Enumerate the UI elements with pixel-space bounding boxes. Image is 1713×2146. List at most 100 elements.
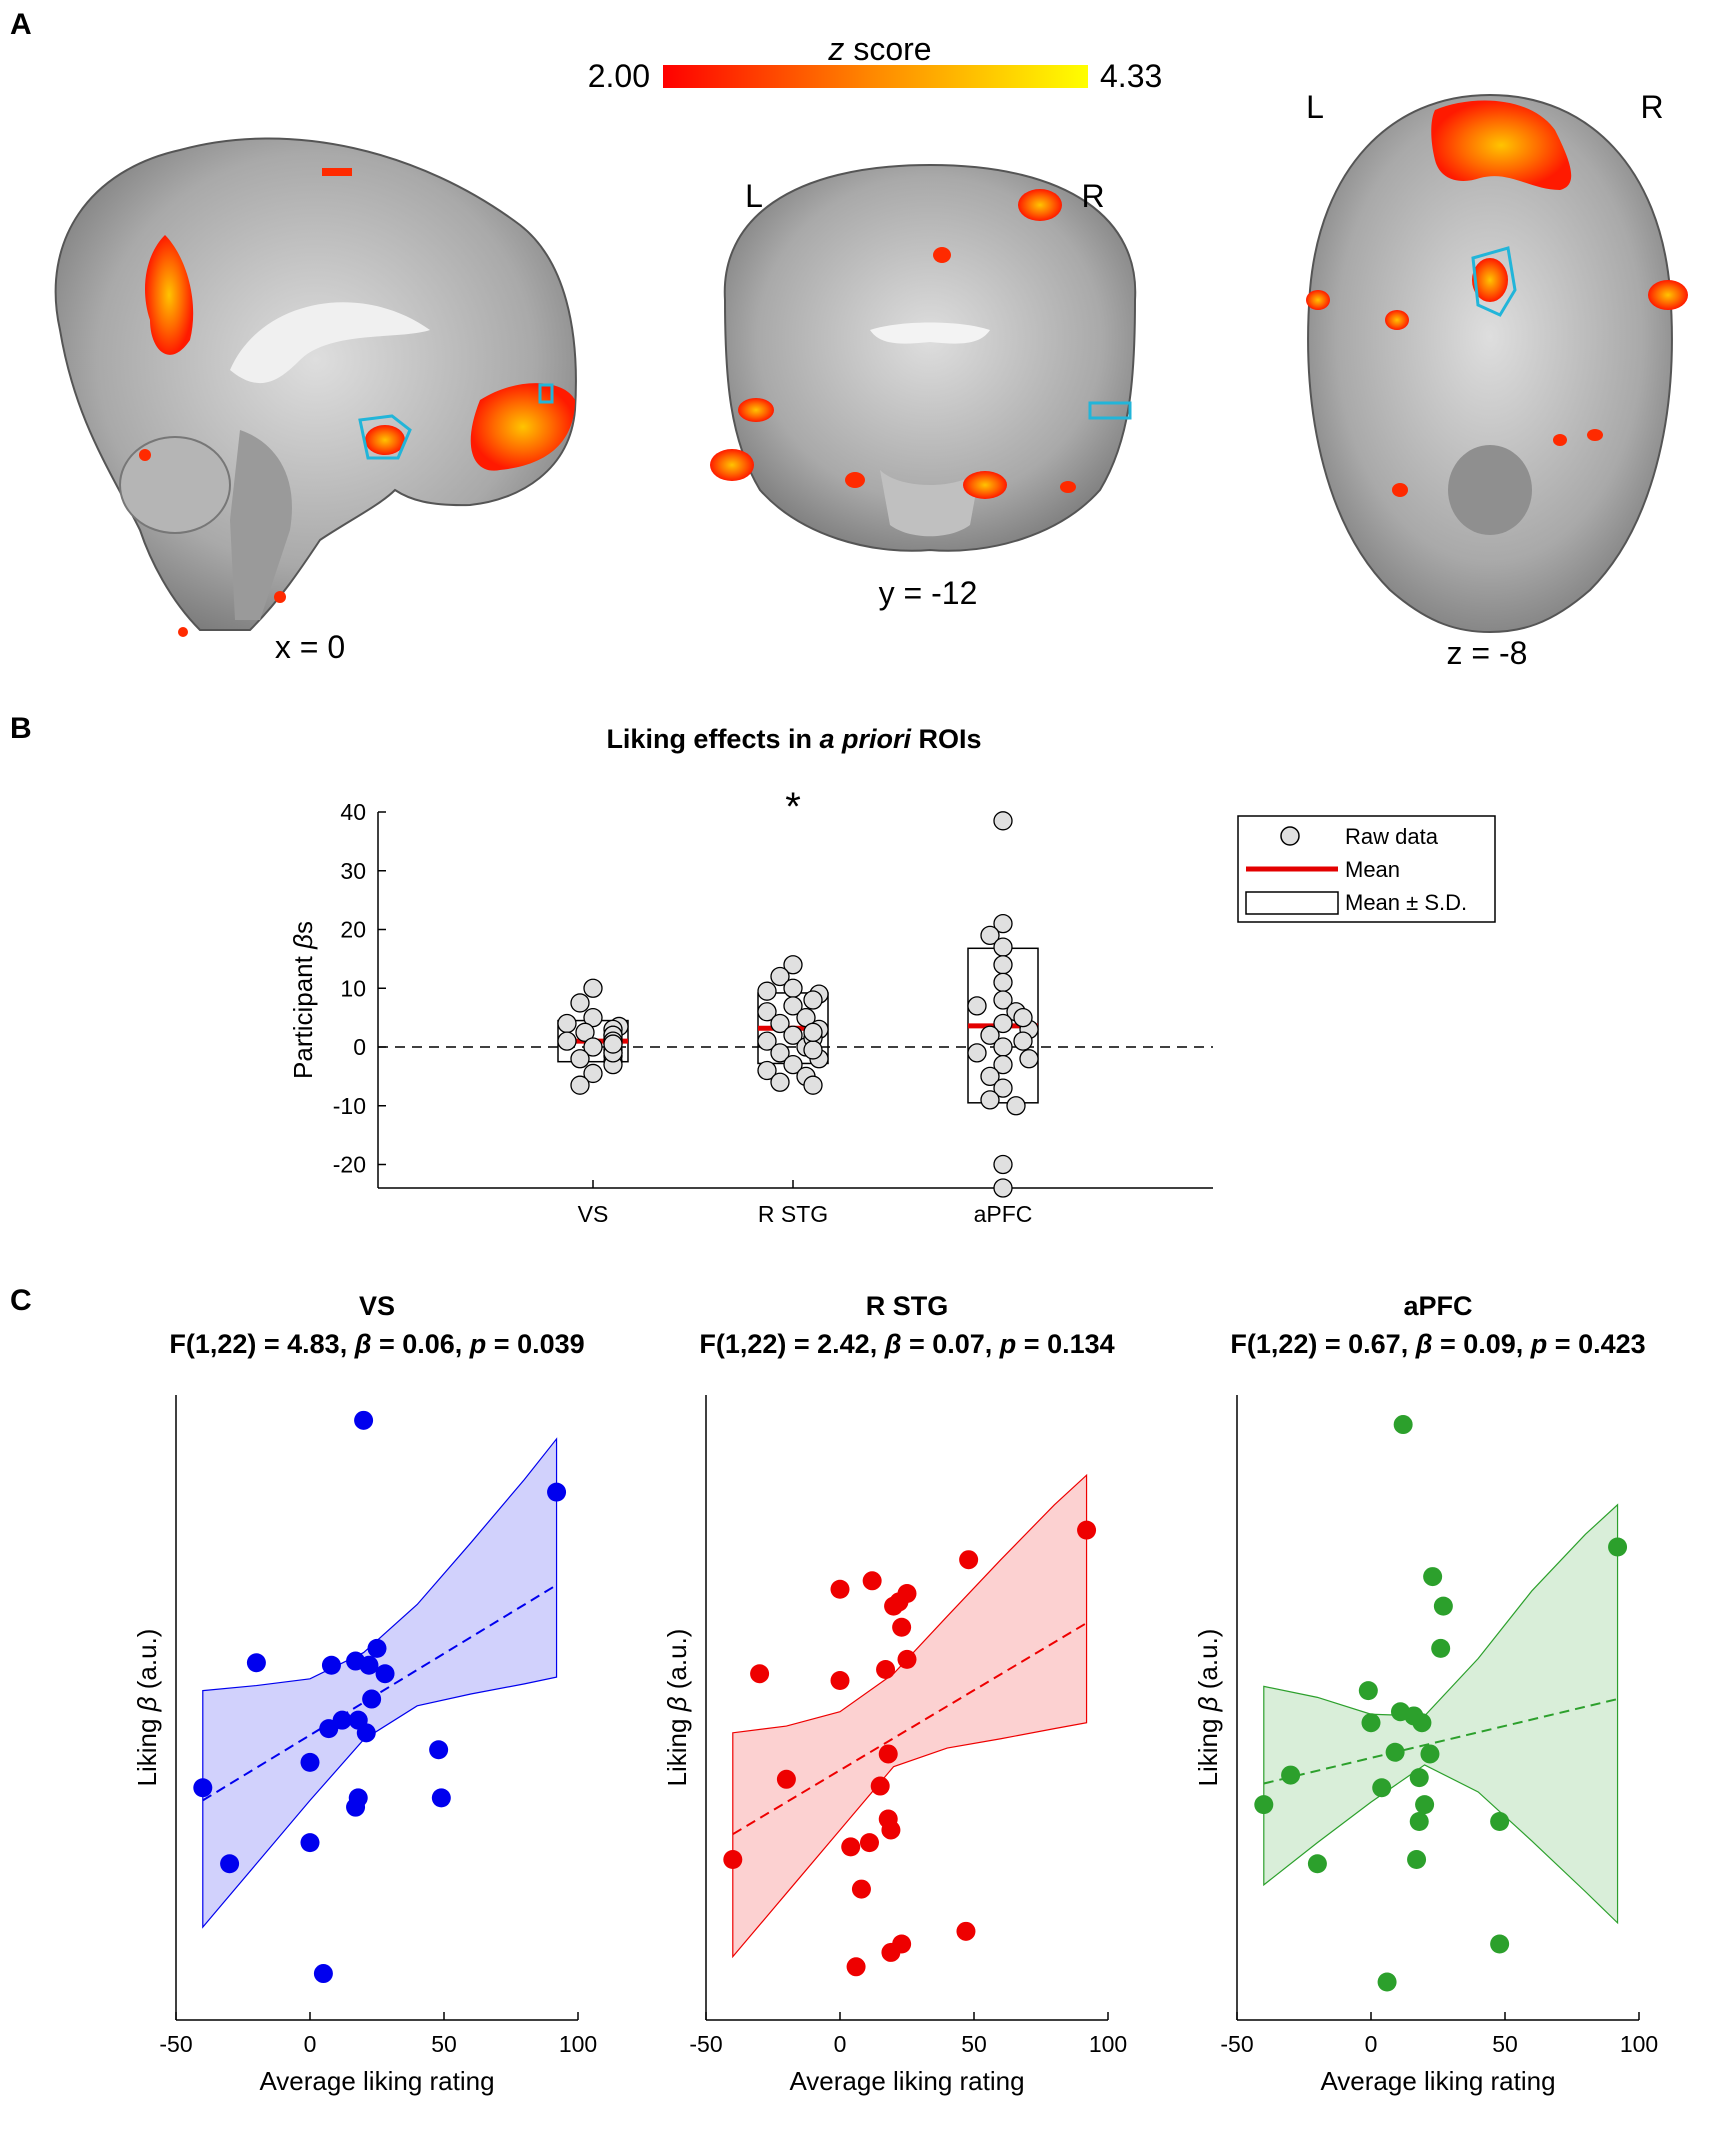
data-point xyxy=(319,1719,339,1739)
raw-data-point xyxy=(993,1154,1013,1175)
raw-data-point xyxy=(993,1178,1013,1198)
data-point xyxy=(300,1752,320,1772)
activation-blob xyxy=(178,627,188,637)
stat-beta: β xyxy=(1415,1329,1433,1359)
stat-line: F(1,22) = 2.42, β = 0.07, p = 0.134 xyxy=(699,1329,1114,1359)
data-point xyxy=(1281,1765,1301,1785)
data-point xyxy=(346,1797,366,1817)
raw-data-point xyxy=(783,1025,803,1045)
scatter-x-tick-label: 0 xyxy=(304,2031,317,2057)
data-point xyxy=(1423,1567,1443,1587)
raw-data-point xyxy=(603,1034,623,1054)
chart-b-y-tick-label: 10 xyxy=(340,975,366,1001)
raw-data-point xyxy=(1006,1096,1026,1116)
raw-data-point xyxy=(770,1072,790,1092)
data-point xyxy=(313,1964,333,1984)
roi-outline xyxy=(358,414,412,460)
data-point xyxy=(1409,1768,1429,1788)
raw-data-point xyxy=(570,1049,590,1069)
stat-mid: = 0.06, xyxy=(371,1329,469,1359)
raw-data-point xyxy=(967,1043,987,1063)
scatter-x-tick-label: 50 xyxy=(961,2031,987,2057)
chart-b-y-tick-label: 0 xyxy=(353,1034,366,1060)
confidence-band xyxy=(732,1473,1088,1959)
colorbar: z score 2.00 4.33 xyxy=(588,31,1163,94)
ventricles xyxy=(870,322,990,344)
scatter-r-stg: R STG F(1,22) = 2.42, β = 0.07, p = 0.134… xyxy=(662,1291,1127,2096)
corpus-callosum xyxy=(230,302,430,384)
data-point xyxy=(723,1850,743,1870)
activation-blob xyxy=(1648,280,1688,310)
scatter-title: R STG xyxy=(866,1291,949,1321)
raw-data-point xyxy=(583,978,603,998)
stat-p: p xyxy=(469,1329,487,1359)
scatter-ylabel: Liking β (a.u.) xyxy=(132,1629,162,1787)
scatter-x-tick-label: 100 xyxy=(1089,2031,1127,2057)
raw-data-point xyxy=(583,1063,603,1084)
scatter-xlabel: Average liking rating xyxy=(1320,2066,1555,2096)
data-point xyxy=(1420,1744,1440,1764)
roi-beta-chart: Liking effects in a priori ROIs Particip… xyxy=(288,724,1496,1227)
data-point xyxy=(1307,1854,1327,1874)
raw-data-point xyxy=(993,937,1013,957)
data-point xyxy=(354,1410,374,1430)
data-point xyxy=(547,1482,567,1502)
data-point xyxy=(1490,1812,1510,1832)
data-point xyxy=(1385,1742,1405,1762)
activation-blob xyxy=(322,168,352,176)
scatter-x-tick-label: -50 xyxy=(159,2031,192,2057)
activation-blob xyxy=(1431,100,1572,190)
stat-beta: β xyxy=(884,1329,902,1359)
data-point xyxy=(362,1689,382,1709)
raw-data-point xyxy=(557,1031,577,1051)
data-point xyxy=(1372,1778,1392,1798)
data-point xyxy=(881,1942,901,1962)
scatter-ylabel: Liking β (a.u.) xyxy=(662,1629,692,1787)
data-point xyxy=(1412,1713,1432,1733)
chart-b-x-tick-label: R STG xyxy=(758,1201,828,1227)
data-point xyxy=(870,1776,890,1796)
raw-data-point xyxy=(757,1060,777,1081)
chart-b-y-tick-label: 30 xyxy=(340,858,366,884)
brainstem xyxy=(230,430,292,620)
ylabel-post: (a.u.) xyxy=(662,1629,692,1697)
ylabel-pre: Liking xyxy=(132,1711,162,1786)
axial-left-label: L xyxy=(1306,89,1324,125)
data-point xyxy=(1431,1638,1451,1658)
raw-data-point xyxy=(993,1013,1013,1034)
raw-data-point xyxy=(993,955,1013,975)
raw-data-point xyxy=(803,1022,823,1042)
ylabel-beta: β xyxy=(132,1696,162,1712)
confidence-band xyxy=(202,1437,558,1929)
data-point xyxy=(846,1957,866,1977)
activation-blob xyxy=(845,472,865,488)
data-point xyxy=(862,1571,882,1591)
axial-midbrain xyxy=(1448,445,1532,535)
stat-pre: F(1,22) = 4.83, xyxy=(169,1329,354,1359)
axial-brain-outline xyxy=(1307,93,1673,634)
raw-data-point xyxy=(783,978,803,998)
chart-b-y-tick-label: -10 xyxy=(333,1093,366,1119)
data-point xyxy=(429,1740,449,1760)
chart-b-y-tick-label: -20 xyxy=(333,1152,366,1178)
stat-line: F(1,22) = 4.83, β = 0.06, p = 0.039 xyxy=(169,1329,584,1359)
regression-line xyxy=(732,1622,1088,1836)
stat-post: = 0.423 xyxy=(1547,1329,1645,1359)
stat-p: p xyxy=(1530,1329,1548,1359)
stat-line: F(1,22) = 0.67, β = 0.09, p = 0.423 xyxy=(1230,1329,1645,1359)
activation-blob xyxy=(738,398,774,422)
stat-pre: F(1,22) = 2.42, xyxy=(699,1329,884,1359)
stat-post: = 0.039 xyxy=(486,1329,584,1359)
panel-label-a: A xyxy=(10,8,32,41)
activation-blob xyxy=(1392,483,1408,497)
legend-sd-box xyxy=(1245,891,1339,915)
chart-b-ylabel: Participant βs xyxy=(288,921,318,1079)
scatter-x-tick-label: 0 xyxy=(834,2031,847,2057)
regression-line xyxy=(202,1584,558,1802)
stat-beta: β xyxy=(354,1329,372,1359)
stat-post: = 0.134 xyxy=(1016,1329,1114,1359)
data-point xyxy=(878,1744,898,1764)
data-point xyxy=(431,1788,451,1808)
data-point xyxy=(881,1820,901,1840)
activation-blob xyxy=(1472,258,1508,302)
